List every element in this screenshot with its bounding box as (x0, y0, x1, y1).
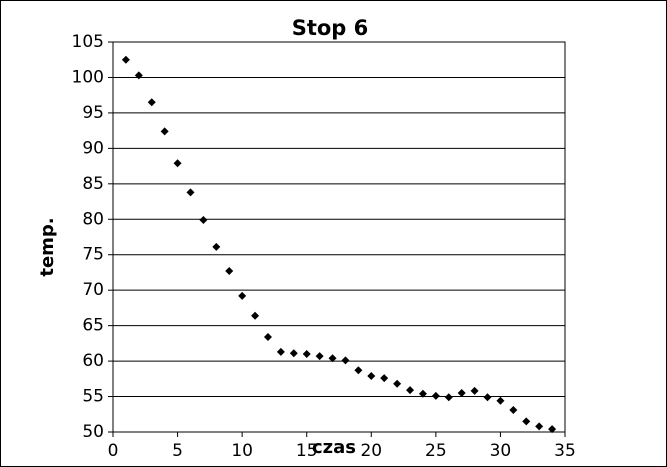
data-point (393, 379, 402, 388)
data-point (431, 391, 440, 400)
y-tick-label: 60 (82, 351, 104, 371)
data-point (160, 127, 169, 136)
data-point (199, 215, 208, 224)
data-point (238, 291, 247, 300)
data-point (406, 386, 415, 395)
data-point (483, 393, 492, 402)
data-point (328, 354, 337, 363)
y-tick-label: 100 (72, 67, 104, 87)
data-point (444, 393, 453, 402)
data-point (276, 347, 285, 356)
y-tick-label: 65 (82, 316, 104, 336)
data-point (367, 371, 376, 380)
data-point (380, 374, 389, 383)
data-point (496, 396, 505, 405)
data-point (147, 98, 156, 107)
y-tick-label: 85 (82, 174, 104, 194)
data-point (289, 349, 298, 358)
chart-title: Stop 6 (292, 16, 369, 40)
data-point (522, 417, 531, 426)
data-point (457, 389, 466, 397)
y-tick-label: 75 (82, 245, 104, 265)
y-tick-label: 50 (82, 422, 104, 442)
data-point (121, 55, 130, 64)
data-point (134, 71, 143, 80)
x-tick-label: 35 (554, 441, 576, 461)
plot-area (112, 41, 566, 433)
data-point (509, 406, 518, 415)
data-point (173, 159, 182, 168)
y-tick-label: 105 (72, 32, 104, 52)
x-tick-label: 0 (108, 441, 119, 461)
data-point (548, 425, 557, 434)
y-tick-label: 95 (82, 103, 104, 123)
data-point (212, 242, 221, 251)
data-point (341, 356, 350, 365)
data-point (418, 389, 427, 398)
x-tick-label: 30 (490, 441, 512, 461)
x-tick-label: 20 (360, 441, 382, 461)
data-point (186, 188, 195, 197)
data-point (302, 350, 311, 358)
y-tick-label: 90 (82, 138, 104, 158)
y-tick-label: 80 (82, 209, 104, 229)
x-tick-label: 15 (296, 441, 318, 461)
data-point (225, 267, 234, 276)
x-tick-label: 10 (231, 441, 253, 461)
data-point (354, 366, 363, 375)
x-tick-label: 25 (425, 441, 447, 461)
y-axis-title: temp. (37, 217, 58, 276)
y-tick-label: 55 (82, 387, 104, 407)
data-point (251, 311, 260, 320)
data-point (315, 352, 324, 361)
data-point (263, 332, 272, 341)
data-point (470, 386, 479, 395)
x-tick-label: 5 (172, 441, 183, 461)
data-point (535, 422, 544, 431)
x-axis-title: czas (312, 437, 356, 458)
y-tick-label: 70 (82, 280, 104, 300)
